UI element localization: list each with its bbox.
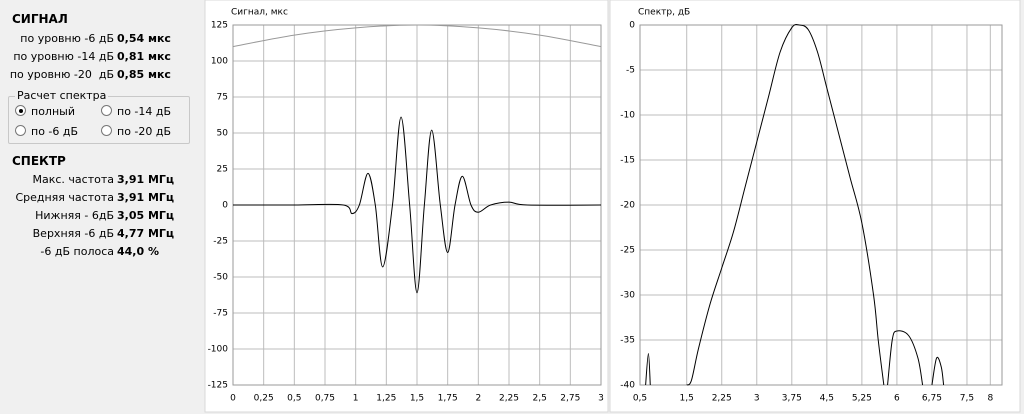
- radio-button[interactable]: [101, 105, 112, 116]
- radio-label[interactable]: по -20 дБ: [117, 125, 172, 138]
- info-row: -6 дБ полоса 44,0 %: [0, 245, 200, 261]
- x-tick-label: 7,5: [960, 394, 974, 404]
- y-tick-label: -100: [208, 345, 229, 355]
- x-tick-label: 2,25: [712, 394, 732, 404]
- info-value: 0,85 мкс: [117, 68, 171, 81]
- info-row: по уровню -14 дБ 0,81 мкс: [0, 50, 200, 66]
- y-tick-label: -25: [620, 246, 635, 256]
- y-tick-label: -40: [620, 381, 635, 391]
- info-value: 3,05 МГц: [117, 209, 175, 222]
- y-tick-label: 0: [222, 201, 228, 211]
- y-tick-label: 100: [211, 57, 228, 67]
- y-tick-label: -50: [213, 273, 228, 283]
- section-title: СИГНАЛ: [12, 12, 68, 26]
- info-panel: СИГНАЛ по уровню -6 дБ 0,54 мкс по уровню -…: [0, 0, 200, 414]
- x-tick-label: 5,25: [852, 394, 872, 404]
- y-tick-label: 125: [211, 21, 228, 31]
- chart-title: Сигнал, мкс: [231, 8, 288, 18]
- info-label: Макс. частота: [32, 173, 115, 186]
- data-line: [233, 116, 602, 294]
- info-label: по уровню -6 дБ: [20, 32, 114, 45]
- radio-button[interactable]: [15, 105, 26, 116]
- x-tick-label: 3,75: [782, 394, 802, 404]
- y-tick-label: -25: [213, 237, 228, 247]
- radio-option[interactable]: по -14 дБ: [101, 105, 171, 118]
- y-tick-label: -5: [626, 66, 635, 76]
- group-title: Расчет спектра: [15, 89, 109, 102]
- info-value: 44,0 %: [117, 245, 159, 258]
- x-tick-label: 0,5: [633, 394, 647, 404]
- info-value: 0,81 мкс: [117, 50, 171, 63]
- y-tick-label: -35: [620, 336, 635, 346]
- x-tick-label: 1,25: [376, 394, 396, 404]
- info-label: -6 дБ полоса: [40, 245, 114, 258]
- info-label: Нижняя - 6дБ: [35, 209, 114, 222]
- info-row: Верхняя -6 дБ 4,77 МГц: [0, 227, 200, 243]
- x-tick-label: 2: [475, 394, 481, 404]
- y-tick-label: -20: [620, 201, 635, 211]
- info-label: по уровню -14 дБ: [13, 50, 114, 63]
- radio-label[interactable]: по -6 дБ: [31, 125, 79, 138]
- data-line: [232, 24, 602, 48]
- x-tick-label: 1,5: [680, 394, 694, 404]
- radio-button[interactable]: [101, 125, 112, 136]
- info-value: 4,77 МГц: [117, 227, 175, 240]
- y-tick-label: -30: [620, 291, 635, 301]
- y-tick-label: -75: [213, 309, 228, 319]
- x-tick-label: 4,5: [820, 394, 834, 404]
- x-tick-label: 0,5: [287, 394, 301, 404]
- x-tick-label: 2,25: [499, 394, 519, 404]
- y-tick-label: 75: [217, 93, 228, 103]
- chart-title: Спектр, дБ: [638, 8, 690, 18]
- x-tick-label: 0: [230, 394, 236, 404]
- x-tick-label: 3: [754, 394, 760, 404]
- info-row: Макс. частота 3,91 МГц: [0, 173, 200, 189]
- plot-frame: [639, 24, 1003, 386]
- chart-background: [609, 0, 1021, 413]
- info-row: Нижняя - 6дБ 3,05 МГц: [0, 209, 200, 225]
- radio-option[interactable]: по -6 дБ: [15, 125, 78, 138]
- info-row: Средняя частота 3,91 МГц: [0, 191, 200, 207]
- radio-option[interactable]: полный: [15, 105, 75, 118]
- radio-label[interactable]: по -14 дБ: [117, 105, 172, 118]
- info-row: по уровню -6 дБ 0,54 мкс: [0, 32, 200, 48]
- x-tick-label: 8: [987, 394, 993, 404]
- x-tick-label: 6: [894, 394, 900, 404]
- info-value: 3,91 МГц: [117, 173, 175, 186]
- info-value: 0,54 мкс: [117, 32, 171, 45]
- x-tick-label: 0,75: [315, 394, 335, 404]
- y-tick-label: -15: [620, 156, 635, 166]
- info-label: Верхняя -6 дБ: [32, 227, 114, 240]
- y-tick-label: -10: [620, 111, 635, 121]
- x-tick-label: 2,75: [560, 394, 580, 404]
- radio-label[interactable]: полный: [31, 105, 75, 118]
- y-tick-label: 50: [217, 129, 229, 139]
- x-tick-label: 2,5: [533, 394, 547, 404]
- y-tick-label: 25: [217, 165, 228, 175]
- x-tick-label: 1: [353, 394, 359, 404]
- data-line: [645, 24, 945, 386]
- info-row: по уровню -20 дБ 0,85 мкс: [0, 68, 200, 84]
- x-tick-label: 1,5: [410, 394, 424, 404]
- y-tick-label: 0: [629, 21, 635, 31]
- chart-background: [204, 0, 609, 413]
- radio-button[interactable]: [15, 125, 26, 136]
- radio-option[interactable]: по -20 дБ: [101, 125, 171, 138]
- info-label: по уровню -20 дБ: [9, 68, 114, 81]
- y-tick-label: -125: [208, 381, 228, 391]
- x-tick-label: 1,75: [438, 394, 458, 404]
- info-value: 3,91 МГц: [117, 191, 175, 204]
- x-tick-label: 0,25: [254, 394, 274, 404]
- x-tick-label: 6,75: [922, 394, 942, 404]
- section-title: СПЕКТР: [12, 154, 66, 168]
- x-tick-label: 3: [598, 394, 604, 404]
- info-label: Средняя частота: [15, 191, 114, 204]
- spectrum-options: Расчет спектра полный по -14 дБ по -6 дБ по …: [8, 89, 190, 144]
